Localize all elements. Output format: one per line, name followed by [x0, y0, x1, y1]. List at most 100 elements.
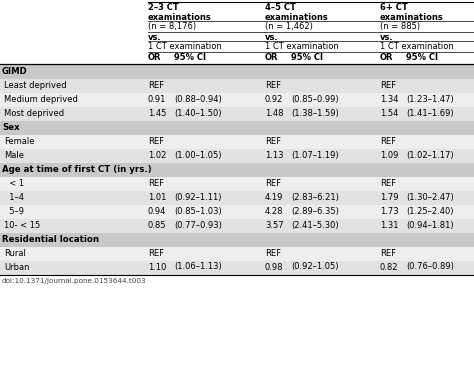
Text: Medium deprived: Medium deprived — [4, 95, 78, 104]
Text: REF: REF — [265, 248, 281, 258]
Text: 1.48: 1.48 — [265, 108, 283, 117]
Text: 3.57: 3.57 — [265, 221, 283, 230]
Text: Age at time of first CT (in yrs.): Age at time of first CT (in yrs.) — [2, 165, 152, 174]
Text: (0.92–1.05): (0.92–1.05) — [291, 263, 338, 272]
Text: 1.31: 1.31 — [380, 221, 399, 230]
Text: 1.79: 1.79 — [380, 193, 399, 202]
Text: Sex: Sex — [2, 123, 20, 132]
Bar — [0, 247, 474, 261]
Text: 0.98: 0.98 — [265, 263, 283, 272]
Text: OR: OR — [380, 53, 393, 62]
Text: REF: REF — [265, 80, 281, 89]
Text: Most deprived: Most deprived — [4, 108, 64, 117]
Text: 6+ CT
examinations: 6+ CT examinations — [380, 3, 444, 22]
Text: (n = 8,176): (n = 8,176) — [148, 22, 196, 31]
Text: 1.09: 1.09 — [380, 150, 398, 159]
Text: 1 CT examination: 1 CT examination — [380, 42, 454, 51]
Text: 0.85: 0.85 — [148, 221, 166, 230]
Text: 1.73: 1.73 — [380, 206, 399, 215]
Text: 1–4: 1–4 — [4, 193, 24, 202]
Text: vs.: vs. — [380, 33, 393, 42]
Text: vs.: vs. — [148, 33, 162, 42]
Text: (0.88–0.94): (0.88–0.94) — [174, 95, 222, 104]
Text: 0.82: 0.82 — [380, 263, 399, 272]
Text: (1.02–1.17): (1.02–1.17) — [406, 150, 454, 159]
Text: (n = 1,462): (n = 1,462) — [265, 22, 313, 31]
Text: (1.41–1.69): (1.41–1.69) — [406, 108, 454, 117]
Text: 1.54: 1.54 — [380, 108, 398, 117]
Text: 0.92: 0.92 — [265, 95, 283, 104]
Text: REF: REF — [148, 178, 164, 187]
Text: 0.91: 0.91 — [148, 95, 166, 104]
Text: 1.10: 1.10 — [148, 263, 166, 272]
Text: Residential location: Residential location — [2, 234, 99, 243]
Text: (2.83–6.21): (2.83–6.21) — [291, 193, 339, 202]
Text: (0.85–1.03): (0.85–1.03) — [174, 206, 222, 215]
Text: 1.34: 1.34 — [380, 95, 399, 104]
Text: (0.77–0.93): (0.77–0.93) — [174, 221, 222, 230]
Text: (1.00–1.05): (1.00–1.05) — [174, 150, 221, 159]
Text: 2–3 CT
examinations: 2–3 CT examinations — [148, 3, 212, 22]
Text: Female: Female — [4, 137, 35, 145]
Bar — [0, 65, 474, 79]
Text: REF: REF — [380, 80, 396, 89]
Text: (0.76–0.89): (0.76–0.89) — [406, 263, 454, 272]
Text: GIMD: GIMD — [2, 67, 28, 76]
Bar — [0, 261, 474, 275]
Text: REF: REF — [148, 248, 164, 258]
Bar — [0, 205, 474, 219]
Bar — [0, 0, 474, 80]
Bar — [0, 163, 474, 177]
Bar — [0, 93, 474, 107]
Text: (1.30–2.47): (1.30–2.47) — [406, 193, 454, 202]
Text: OR: OR — [265, 53, 279, 62]
Text: 0.94: 0.94 — [148, 206, 166, 215]
Text: 10- < 15: 10- < 15 — [4, 221, 40, 230]
Text: 95% CI: 95% CI — [291, 53, 323, 62]
Text: doi:10.1371/journal.pone.0153644.t003: doi:10.1371/journal.pone.0153644.t003 — [2, 278, 146, 284]
Text: (1.40–1.50): (1.40–1.50) — [174, 108, 221, 117]
Bar — [0, 191, 474, 205]
Text: (1.38–1.59): (1.38–1.59) — [291, 108, 339, 117]
Text: (1.23–1.47): (1.23–1.47) — [406, 95, 454, 104]
Text: Urban: Urban — [4, 263, 29, 272]
Text: 95% CI: 95% CI — [174, 53, 206, 62]
Text: 1.02: 1.02 — [148, 150, 166, 159]
Bar — [0, 121, 474, 135]
Bar — [0, 149, 474, 163]
Text: 1.01: 1.01 — [148, 193, 166, 202]
Bar — [0, 107, 474, 121]
Text: < 1: < 1 — [4, 178, 24, 187]
Bar — [0, 219, 474, 233]
Text: 4.28: 4.28 — [265, 206, 283, 215]
Text: 4–5 CT
examinations: 4–5 CT examinations — [265, 3, 329, 22]
Bar — [0, 177, 474, 191]
Text: REF: REF — [380, 248, 396, 258]
Text: REF: REF — [380, 178, 396, 187]
Text: 1 CT examination: 1 CT examination — [265, 42, 339, 51]
Text: Least deprived: Least deprived — [4, 80, 67, 89]
Text: Rural: Rural — [4, 248, 26, 258]
Bar — [0, 135, 474, 149]
Text: (0.85–0.99): (0.85–0.99) — [291, 95, 338, 104]
Text: 1 CT examination: 1 CT examination — [148, 42, 222, 51]
Text: (0.94–1.81): (0.94–1.81) — [406, 221, 454, 230]
Text: 5–9: 5–9 — [4, 206, 24, 215]
Text: (1.25–2.40): (1.25–2.40) — [406, 206, 454, 215]
Text: (1.07–1.19): (1.07–1.19) — [291, 150, 338, 159]
Bar — [0, 79, 474, 93]
Text: (n = 885): (n = 885) — [380, 22, 420, 31]
Bar — [0, 233, 474, 247]
Text: vs.: vs. — [265, 33, 279, 42]
Text: REF: REF — [148, 80, 164, 89]
Text: REF: REF — [265, 137, 281, 145]
Text: REF: REF — [265, 178, 281, 187]
Text: 1.45: 1.45 — [148, 108, 166, 117]
Text: 95% CI: 95% CI — [406, 53, 438, 62]
Text: 4.19: 4.19 — [265, 193, 283, 202]
Text: (1.06–1.13): (1.06–1.13) — [174, 263, 222, 272]
Text: (2.41–5.30): (2.41–5.30) — [291, 221, 338, 230]
Text: (0.92–1.11): (0.92–1.11) — [174, 193, 221, 202]
Text: Male: Male — [4, 150, 24, 159]
Text: 1.13: 1.13 — [265, 150, 283, 159]
